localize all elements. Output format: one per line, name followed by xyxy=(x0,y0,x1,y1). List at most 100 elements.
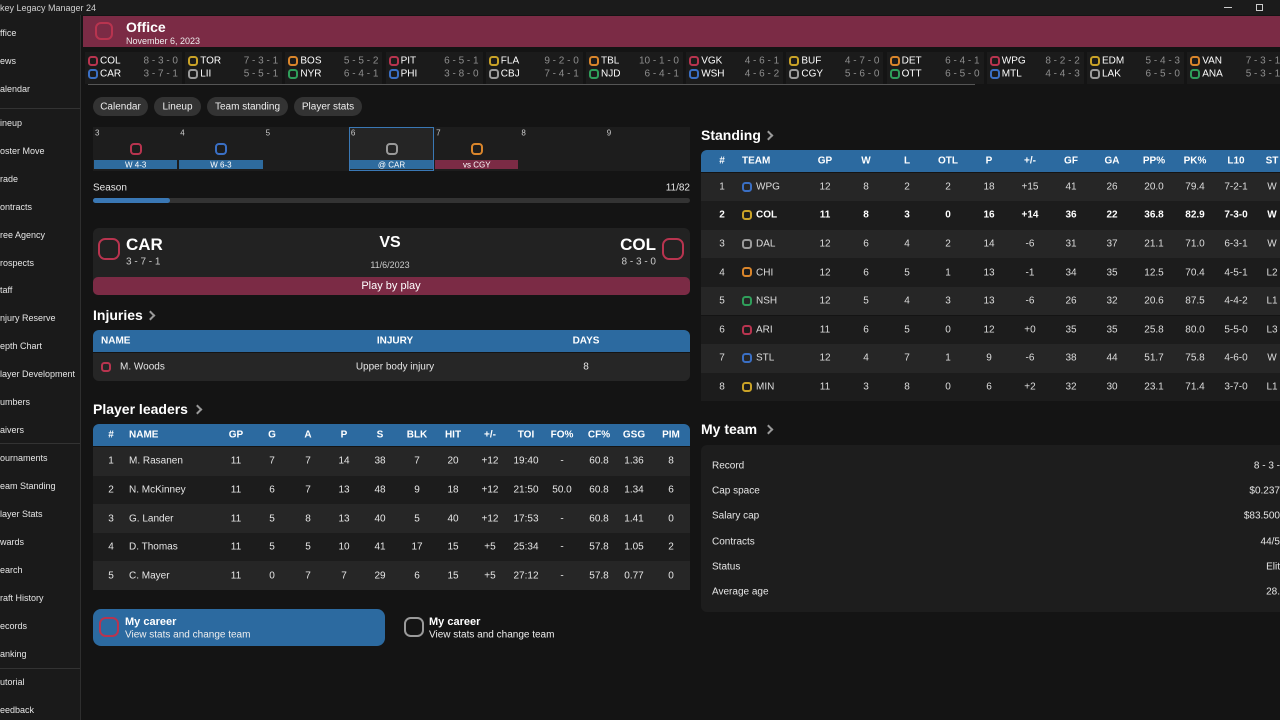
table-cell: 19:40 xyxy=(513,455,539,467)
table-cell: 1 xyxy=(108,455,114,467)
sidebar-item[interactable]: ffice xyxy=(0,28,17,38)
score-game[interactable] xyxy=(285,52,383,84)
sidebar-item[interactable]: taff xyxy=(0,285,13,296)
score-record: 4 - 4 - 3 xyxy=(1045,68,1080,80)
tab-pill[interactable] xyxy=(294,97,362,116)
sidebar-item[interactable]: njury Reserve xyxy=(0,313,56,324)
section-title[interactable]: Standing xyxy=(701,127,761,143)
table-cell: 3-7-0 xyxy=(1224,381,1248,393)
sidebar-item[interactable]: alendar xyxy=(0,84,31,94)
card-title[interactable]: My career xyxy=(125,616,177,628)
table-cell: 11 xyxy=(230,541,242,553)
sidebar-item[interactable]: ecords xyxy=(0,621,28,631)
score-game[interactable] xyxy=(1187,52,1280,84)
tab-pill[interactable] xyxy=(207,97,288,116)
table-cell: 1 xyxy=(719,181,725,193)
table-cell: 31 xyxy=(1065,238,1077,250)
card-title[interactable]: My career xyxy=(429,616,481,628)
sidebar-item[interactable]: anking xyxy=(0,649,27,659)
score-team: LII xyxy=(200,68,212,80)
score-game[interactable] xyxy=(185,52,283,84)
section-title[interactable]: Injuries xyxy=(93,307,143,323)
score-game[interactable] xyxy=(485,52,583,84)
score-game[interactable] xyxy=(986,52,1084,84)
table-cell: 6 xyxy=(986,381,992,393)
team-logo xyxy=(889,56,900,66)
table-cell: 82.9 xyxy=(1185,209,1205,221)
calendar-cell[interactable] xyxy=(264,127,349,171)
sidebar-item[interactable]: ontracts xyxy=(0,201,33,212)
team-logo xyxy=(742,381,752,392)
sidebar-item[interactable]: ournaments xyxy=(0,453,48,463)
table-cell: 8 xyxy=(668,455,674,467)
table-cell: 32 xyxy=(1065,381,1077,393)
tab-pill[interactable] xyxy=(154,97,201,116)
score-game[interactable] xyxy=(686,52,784,84)
team-logo xyxy=(488,69,499,79)
play-button[interactable] xyxy=(93,277,690,295)
tab-label[interactable]: Player stats xyxy=(301,101,355,112)
score-game[interactable] xyxy=(586,52,683,84)
sidebar-item[interactable]: eedback xyxy=(0,705,35,715)
team-logo xyxy=(101,362,111,372)
table-cell: 0 xyxy=(945,209,951,221)
minimize-button[interactable] xyxy=(1224,7,1232,8)
maximize-button[interactable] xyxy=(1256,4,1263,11)
sidebar-item[interactable]: raft History xyxy=(0,593,44,603)
table-header xyxy=(93,424,690,446)
table-cell: L1 xyxy=(1266,295,1278,307)
table-cell: 87.5 xyxy=(1185,295,1205,307)
sidebar-item[interactable]: oster Move xyxy=(0,145,45,156)
sidebar-item[interactable]: epth Chart xyxy=(0,341,43,352)
table-cell: 13 xyxy=(338,513,350,524)
sidebar-item[interactable]: earch xyxy=(0,565,23,575)
sidebar-item[interactable]: ree Agency xyxy=(0,229,46,240)
tab-pill[interactable] xyxy=(93,97,148,116)
versus: VS xyxy=(379,234,401,251)
page-date: November 6, 2023 xyxy=(126,36,201,46)
play-button-label[interactable]: Play by play xyxy=(361,280,421,292)
table-cell: 21.1 xyxy=(1144,238,1164,250)
team-logo xyxy=(388,69,399,79)
score-game[interactable] xyxy=(1087,52,1184,84)
section-title[interactable]: Player leaders xyxy=(93,401,188,417)
table-cell: 4 xyxy=(904,238,910,250)
table-cell: 8 xyxy=(863,181,869,193)
table-cell: 3 xyxy=(904,209,910,221)
sidebar-item[interactable]: layer Stats xyxy=(0,509,43,519)
team-logo xyxy=(98,238,120,260)
column-header: +/- xyxy=(1024,155,1036,167)
sidebar-item[interactable]: eam Standing xyxy=(0,481,56,491)
career-card[interactable] xyxy=(93,609,385,646)
sidebar-item[interactable]: rade xyxy=(0,173,19,184)
sidebar-item[interactable]: ews xyxy=(0,56,17,66)
tab-label[interactable]: Team standing xyxy=(214,101,281,112)
sidebar-item[interactable]: umbers xyxy=(0,397,31,407)
tab-label[interactable]: Lineup xyxy=(162,101,193,112)
sidebar-item[interactable]: utorial xyxy=(0,677,25,687)
score-game[interactable] xyxy=(85,52,182,84)
sidebar-item[interactable]: rospects xyxy=(0,257,35,268)
table-cell: 0.77 xyxy=(624,570,644,582)
sidebar-item[interactable]: wards xyxy=(0,537,25,547)
score-record: 6 - 5 - 0 xyxy=(945,68,980,80)
calendar-cell[interactable] xyxy=(519,127,604,171)
sidebar-item[interactable]: ineup xyxy=(0,118,23,128)
team-logo xyxy=(889,69,900,79)
table-cell: 57.8 xyxy=(589,570,609,582)
team-logo xyxy=(689,56,700,66)
tab-label[interactable]: Calendar xyxy=(100,101,141,112)
score-game[interactable] xyxy=(786,52,884,84)
table-cell: 17 xyxy=(411,541,423,553)
table-cell: +2 xyxy=(1024,381,1036,393)
table-cell: 14 xyxy=(983,238,995,250)
calendar-result: W 6-3 xyxy=(210,160,232,169)
score-game[interactable] xyxy=(886,52,984,84)
table-cell: 7-3-0 xyxy=(1224,209,1248,221)
table-cell: +5 xyxy=(484,570,496,582)
score-game[interactable] xyxy=(385,52,483,84)
sidebar-item[interactable]: layer Development xyxy=(0,369,76,380)
sidebar-item[interactable]: aivers xyxy=(0,424,25,435)
section-title[interactable]: My team xyxy=(701,421,758,437)
calendar-cell[interactable] xyxy=(605,127,690,171)
